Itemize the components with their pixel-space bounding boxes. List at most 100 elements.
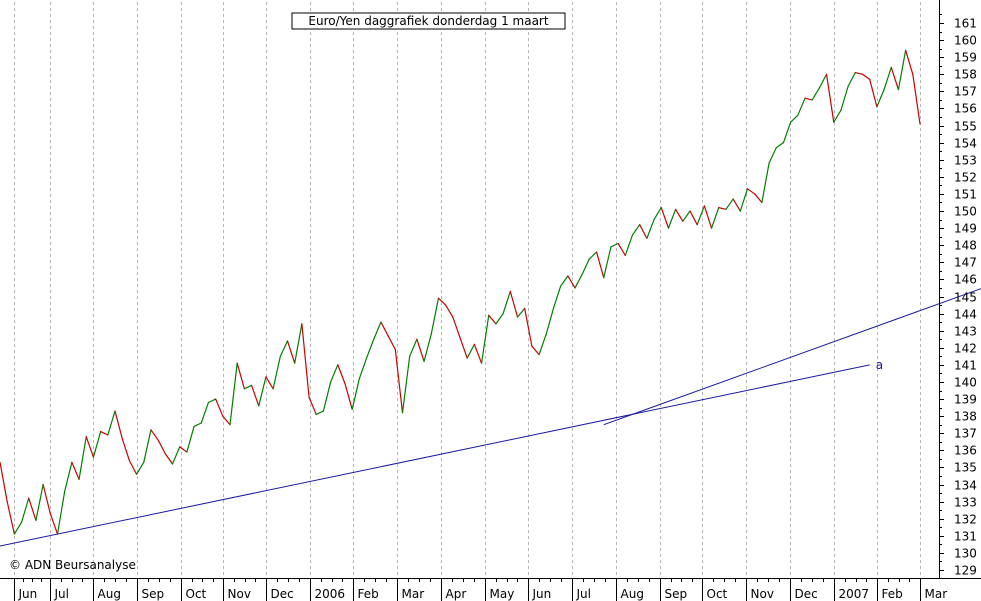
price-segment — [100, 430, 109, 436]
price-segment — [322, 381, 332, 412]
price-segment — [387, 335, 396, 351]
price-segment — [653, 207, 662, 221]
price-segment — [811, 87, 820, 101]
y-tick-label: 138 — [954, 410, 977, 424]
grid-layer — [14, 2, 921, 578]
y-tick-label: 157 — [954, 85, 977, 99]
price-segment — [193, 422, 202, 428]
price-segment — [617, 242, 626, 257]
price-segment — [466, 343, 475, 359]
price-segment — [373, 321, 382, 340]
x-tick-label: 2007 — [839, 587, 870, 601]
price-segment — [0, 461, 8, 503]
y-tick-label: 141 — [954, 359, 977, 373]
price-segment — [28, 497, 37, 522]
price-segment — [502, 290, 511, 315]
chart-title-box — [291, 12, 566, 30]
price-segment — [437, 297, 447, 306]
y-tick-label: 151 — [954, 188, 977, 202]
trendline-label-a: a — [876, 358, 883, 372]
price-segment — [804, 97, 813, 101]
y-tick-label: 153 — [954, 154, 977, 168]
y-tick-label: 155 — [954, 120, 977, 134]
price-segment — [531, 345, 540, 356]
price-segment — [85, 436, 95, 458]
price-segment — [696, 205, 705, 226]
price-segment — [610, 242, 619, 248]
price-segment — [825, 73, 835, 123]
x-tick-label: Sep — [665, 587, 688, 601]
price-segment — [869, 78, 878, 108]
price-segment — [646, 218, 655, 239]
y-tick-label: 133 — [954, 496, 977, 510]
price-segment — [301, 323, 310, 398]
price-segment — [20, 497, 30, 523]
price-segment — [768, 147, 777, 164]
price-segment — [365, 338, 375, 359]
chart-title-text: Euro/Yen daggrafiek donderdag 1 maart — [308, 14, 548, 28]
price-segment — [847, 71, 856, 87]
price-segment — [222, 415, 231, 426]
price-segment — [394, 348, 404, 414]
price-segment — [516, 307, 526, 318]
price-segment — [912, 73, 921, 125]
price-segment — [581, 258, 590, 275]
price-segment — [330, 364, 339, 383]
price-segment — [833, 109, 842, 123]
y-tick-label: 145 — [954, 291, 977, 305]
price-segment — [49, 512, 59, 535]
price-segment — [315, 410, 325, 416]
price-segment — [114, 410, 123, 439]
y-tick-label: 140 — [954, 376, 977, 390]
price-segment — [595, 251, 605, 279]
y-tick-label: 134 — [954, 479, 977, 493]
price-segment — [358, 357, 368, 380]
y-tick-label: 154 — [954, 137, 977, 151]
price-segment — [675, 208, 684, 222]
price-segment — [861, 73, 871, 81]
y-tick-label: 143 — [954, 325, 977, 339]
y-tick-label: 158 — [954, 68, 977, 82]
price-segment — [430, 297, 440, 335]
price-segment — [258, 376, 267, 407]
x-tick-label: Jul — [576, 587, 591, 601]
price-segment — [265, 376, 274, 390]
price-segment — [524, 307, 533, 347]
price-segment — [897, 49, 907, 91]
x-tick-label: Feb — [358, 587, 379, 601]
price-segment — [13, 521, 23, 535]
price-segment — [689, 210, 698, 226]
price-segment — [790, 114, 799, 123]
price-segment — [215, 398, 224, 417]
y-tick-label: 129 — [954, 564, 977, 578]
price-segment — [445, 304, 454, 318]
price-segment — [78, 436, 87, 481]
x-tick-label: Mar — [402, 587, 425, 601]
price-segment — [272, 355, 281, 390]
price-segment — [42, 483, 51, 515]
price-segment — [588, 251, 598, 260]
price-segment — [171, 446, 181, 465]
price-segment — [682, 210, 691, 222]
price-segment — [229, 362, 238, 426]
x-tick-label: Jun — [18, 587, 38, 601]
price-segment — [135, 461, 145, 475]
y-tick-label: 139 — [954, 393, 977, 407]
price-segment — [423, 333, 432, 363]
y-tick-label: 159 — [954, 51, 977, 65]
price-segment — [64, 461, 73, 492]
price-segment — [905, 49, 914, 75]
price-segment — [200, 401, 210, 424]
price-segment — [538, 333, 547, 356]
price-segment — [732, 198, 741, 212]
price-segment — [574, 273, 583, 289]
price-segment — [157, 439, 166, 455]
price-segment — [236, 362, 245, 390]
x-tick-label: Aug — [98, 587, 121, 601]
price-segment — [782, 121, 792, 144]
x-tick-label: Jul — [54, 587, 69, 601]
price-segment — [631, 224, 641, 236]
price-segment — [876, 89, 885, 108]
price-segment — [344, 383, 353, 410]
